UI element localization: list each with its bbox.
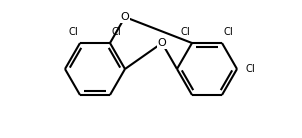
Text: Cl: Cl [181, 27, 190, 37]
Text: Cl: Cl [69, 27, 79, 37]
Text: O: O [120, 12, 129, 22]
Text: O: O [158, 38, 166, 48]
Text: Cl: Cl [223, 27, 233, 37]
Text: Cl: Cl [112, 27, 121, 37]
Text: Cl: Cl [245, 64, 255, 74]
